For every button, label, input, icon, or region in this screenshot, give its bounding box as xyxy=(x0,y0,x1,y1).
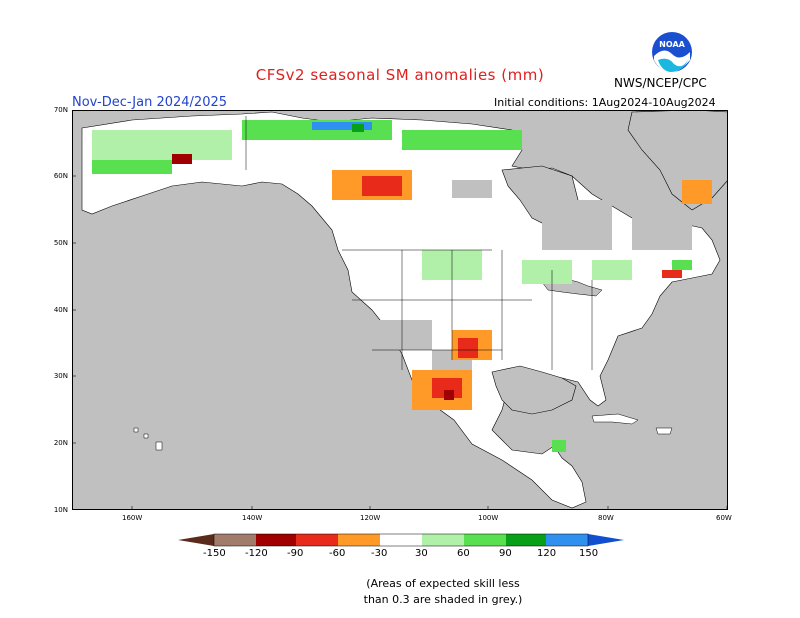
wet-anomaly-area xyxy=(312,122,372,130)
political-borders xyxy=(245,116,593,370)
legend-threshold-label: -60 xyxy=(329,548,346,559)
legend-threshold-label: 30 xyxy=(415,548,428,559)
legend-threshold-label: 120 xyxy=(537,548,557,559)
wet-anomaly-area xyxy=(552,440,566,452)
dry-anomaly-area xyxy=(662,270,682,278)
legend-swatch xyxy=(506,534,546,546)
skill-caption: (Areas of expected skill less than 0.3 a… xyxy=(0,576,800,608)
wet-anomaly-area xyxy=(522,260,572,284)
dry-anomaly-area xyxy=(444,390,454,400)
lon-label: 80W xyxy=(598,514,614,522)
season-label: Nov-Dec-Jan 2024/2025 xyxy=(72,95,228,110)
legend-swatch xyxy=(296,534,338,546)
legend-threshold-label: -150 xyxy=(203,548,226,559)
lat-label: 20N xyxy=(53,439,68,447)
initial-conditions-label: Initial conditions: 1Aug2024-10Aug2024 xyxy=(494,96,716,109)
legend-swatch xyxy=(422,534,464,546)
caption-line: than 0.3 are shaded in grey.) xyxy=(363,593,523,606)
lat-label: 60N xyxy=(53,172,68,180)
wet-anomaly-area xyxy=(672,260,692,270)
caribbean-islands xyxy=(591,413,673,435)
lon-label: 160W xyxy=(122,514,143,522)
legend-swatch xyxy=(256,534,296,546)
skill-mask-patch xyxy=(542,200,612,250)
noaa-logo-text: NOAA xyxy=(659,40,685,49)
lat-label: 50N xyxy=(53,239,68,247)
legend-threshold-label: 60 xyxy=(457,548,470,559)
caption-line: (Areas of expected skill less xyxy=(366,577,520,590)
noaa-logo: NOAA xyxy=(652,32,692,72)
color-legend-bar xyxy=(178,533,624,547)
legend-threshold-label: -120 xyxy=(245,548,268,559)
wet-anomaly-area xyxy=(402,130,522,150)
wet-anomaly-area xyxy=(352,124,364,132)
lon-label: 120W xyxy=(360,514,381,522)
legend-threshold-label: -30 xyxy=(371,548,388,559)
dry-anomaly-area xyxy=(172,154,192,164)
dry-anomaly-area xyxy=(682,180,712,204)
legend-swatch xyxy=(178,534,214,546)
agency-label: NWS/NCEP/CPC xyxy=(614,76,707,90)
legend-swatch xyxy=(380,534,422,546)
skill-mask-patch xyxy=(452,180,492,198)
lat-label: 40N xyxy=(53,306,68,314)
hawaii-islands xyxy=(133,427,163,451)
legend-threshold-label: -90 xyxy=(287,548,304,559)
map-frame xyxy=(72,110,728,510)
dry-anomaly-area xyxy=(458,338,478,358)
lat-label: 10N xyxy=(53,506,68,514)
legend-swatch xyxy=(464,534,506,546)
legend-swatch xyxy=(588,534,624,546)
legend-swatch xyxy=(338,534,380,546)
gulf-of-mexico xyxy=(491,365,577,415)
wet-anomaly-area xyxy=(92,160,172,174)
dry-anomaly-area xyxy=(432,378,462,398)
chart-title: CFSv2 seasonal SM anomalies (mm) xyxy=(255,66,545,84)
lon-label: 140W xyxy=(242,514,263,522)
lat-label: 30N xyxy=(53,372,68,380)
lon-label: 100W xyxy=(478,514,499,522)
dry-anomaly-area xyxy=(362,176,402,196)
legend-threshold-label: 90 xyxy=(499,548,512,559)
lon-label: 60W xyxy=(716,514,732,522)
legend-swatch xyxy=(546,534,588,546)
legend-swatch xyxy=(214,534,256,546)
wet-anomaly-area xyxy=(92,130,232,160)
wet-anomaly-area xyxy=(592,260,632,280)
legend-threshold-label: 150 xyxy=(579,548,599,559)
soil-moisture-map xyxy=(72,110,728,510)
skill-mask-patch xyxy=(632,210,692,250)
lat-label: 70N xyxy=(53,106,68,114)
